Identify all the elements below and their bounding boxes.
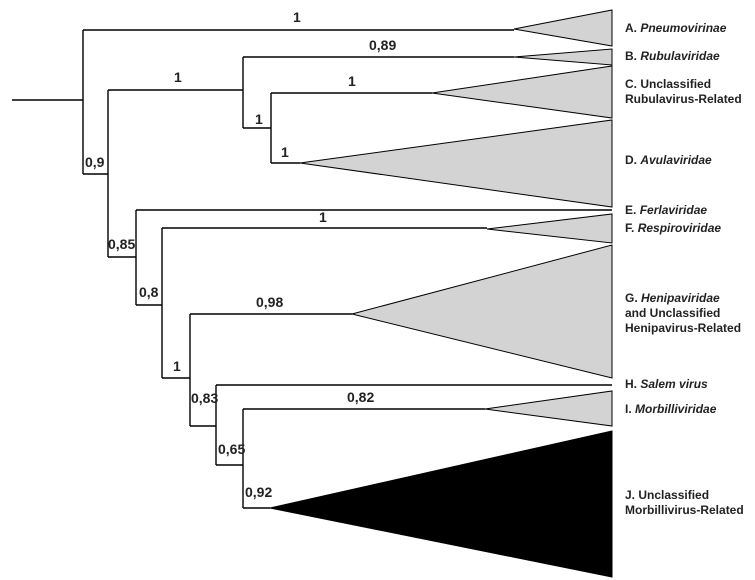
support-label: 0,89 (369, 37, 396, 53)
support-label: 0,9 (85, 154, 105, 170)
support-label: 1 (173, 358, 181, 374)
clade-b-triangle (513, 48, 613, 66)
taxon-label-g: G. Henipaviridae and Unclassified Henipavi… (625, 291, 742, 335)
clade-g-triangle (351, 244, 613, 379)
support-label: 1 (255, 111, 263, 127)
support-label: 0,8 (139, 284, 159, 300)
clade-a-triangle (513, 9, 613, 47)
taxon-label-d: D. Avulaviridae (625, 153, 712, 167)
support-label: 1 (174, 69, 182, 85)
clade-d-triangle (299, 119, 613, 208)
taxon-label-a: A. Pneumovirinae (625, 21, 727, 35)
clade-c-triangle (431, 65, 613, 119)
taxon-label-f: F. Respiroviridae (625, 221, 722, 235)
support-label: 1 (319, 209, 327, 225)
support-label: 0,82 (347, 389, 374, 405)
support-label: 1 (348, 73, 356, 89)
clade-f-triangle (486, 213, 613, 244)
taxon-label-c: C. Unclassified Rubulavirus-Related (625, 77, 742, 106)
clade-i-triangle (484, 390, 613, 427)
taxon-label-j: J. Unclassified Morbillivirus-Related (625, 488, 744, 517)
support-label: 0,85 (108, 236, 135, 252)
support-label: 1 (281, 144, 289, 160)
taxon-label-b: B. Rubulaviridae (625, 49, 720, 63)
support-label: 0,83 (191, 390, 218, 406)
support-label: 0,98 (256, 294, 283, 310)
support-label: 0,65 (218, 441, 245, 457)
support-label: 0,92 (245, 484, 272, 500)
support-label: 1 (293, 9, 301, 25)
taxon-label-h: H. Salem virus (625, 377, 708, 391)
taxon-label-e: E. Ferlaviridae (625, 203, 708, 217)
taxon-label-i: I. Morbilliviridae (625, 402, 717, 416)
clade-j-triangle (269, 430, 613, 578)
